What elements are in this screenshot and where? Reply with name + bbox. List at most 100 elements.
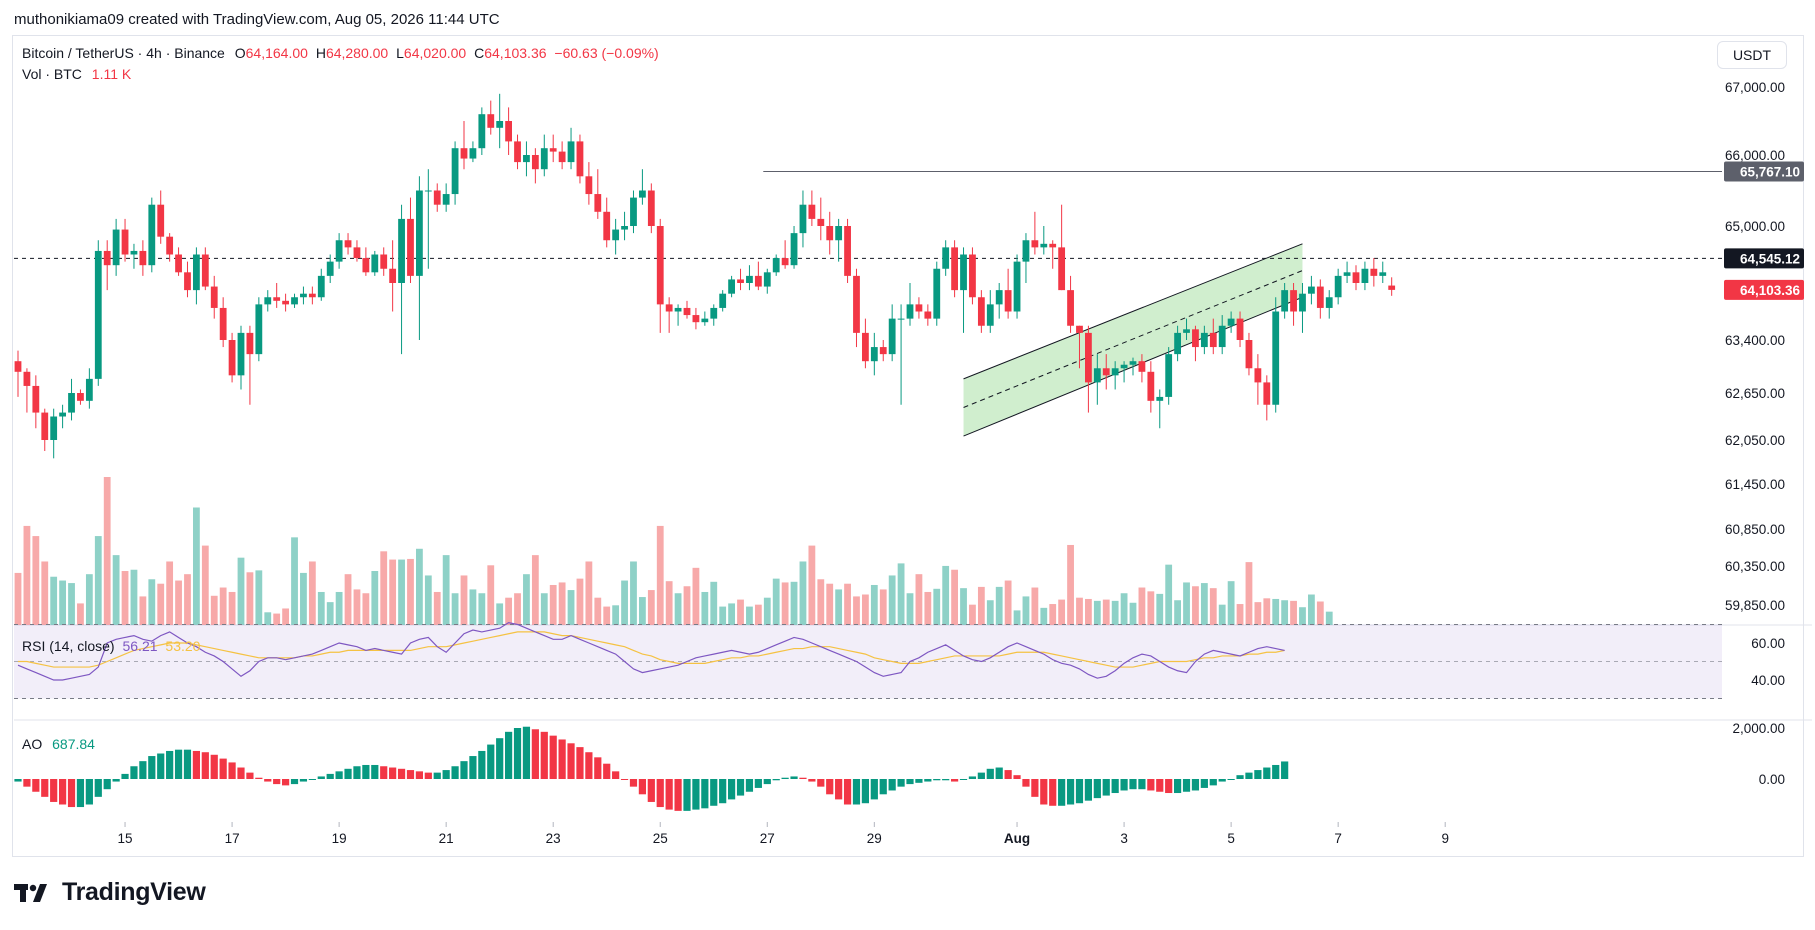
volume-bar (23, 525, 31, 625)
volume-bar (121, 571, 129, 625)
candle-body (68, 393, 75, 413)
price-label-text: 64,103.36 (1740, 283, 1801, 298)
ao-bar (1174, 779, 1182, 794)
ao-bar (1022, 779, 1030, 787)
ao-bar (665, 779, 673, 810)
candle-body (424, 190, 432, 192)
ao-bar (799, 777, 807, 779)
ao-bar (1120, 779, 1128, 791)
candle-body (1156, 396, 1164, 401)
rsi-value: 56.21 (122, 638, 158, 654)
volume-bar (148, 579, 156, 625)
channel-upper-line (963, 243, 1303, 380)
ao-bar (835, 779, 843, 800)
candle-body (130, 250, 138, 255)
volume-bar (585, 561, 593, 625)
candle-body (1334, 275, 1342, 298)
candle-body (433, 190, 441, 205)
ao-bar (451, 766, 459, 779)
ao-bar (1111, 779, 1119, 794)
ao-bar (201, 752, 209, 779)
candle-body (942, 247, 950, 269)
candle-body (1308, 286, 1315, 294)
date-axis-tick: 3 (1120, 831, 1128, 846)
candle-body (469, 148, 477, 159)
volume-bar (335, 591, 343, 625)
ao-bar (478, 750, 486, 779)
ao-bar (906, 779, 914, 785)
candle-body (50, 416, 58, 440)
currency-button[interactable]: USDT (1717, 41, 1787, 69)
candle-body (540, 148, 548, 170)
volume-bar (1308, 594, 1315, 625)
candle-body (1361, 268, 1369, 283)
volume-bar (1093, 600, 1101, 625)
volume-bar (264, 612, 272, 625)
candle-body (1388, 285, 1396, 290)
ao-bar (406, 770, 415, 779)
ao-bar (754, 779, 762, 788)
symbol-title[interactable]: Bitcoin / TetherUS · 4h · Binance (22, 45, 225, 61)
candle-body (906, 304, 914, 319)
change-value: −60.63 (−0.09%) (554, 45, 659, 61)
ao-bar (1031, 779, 1039, 797)
volume-bar (326, 602, 334, 625)
date-axis-tick: 23 (546, 831, 561, 846)
date-axis-tick: 5 (1227, 831, 1235, 846)
volume-bar (1147, 591, 1155, 625)
ao-bar (166, 750, 174, 779)
candle-body (308, 293, 316, 298)
ao-bar (1075, 779, 1084, 804)
ao-bar (505, 731, 513, 779)
tradingview-logo[interactable]: TradingView (14, 878, 206, 907)
volume-value: 1.11 K (91, 66, 132, 82)
ao-bar (781, 777, 789, 779)
ao-label[interactable]: AO (22, 736, 43, 752)
rsi-axis-tick: 60.00 (1751, 636, 1785, 651)
ao-bar (603, 763, 611, 779)
volume-bar (130, 569, 138, 625)
volume-bar (1165, 564, 1173, 625)
candle-body (282, 300, 289, 305)
ao-bar (585, 752, 593, 779)
ao-axis-tick: 0.00 (1759, 772, 1785, 787)
candle-body (478, 114, 486, 149)
volume-bar (496, 603, 504, 625)
candle-body (960, 254, 967, 291)
volume-bar (728, 603, 735, 625)
ao-axis-tick: 2,000.00 (1732, 721, 1785, 736)
date-axis-tick: 15 (118, 831, 133, 846)
ao-bar (594, 757, 602, 779)
candle-body (362, 258, 370, 273)
channel-fill (963, 243, 1303, 437)
volume-bar (308, 561, 316, 625)
ao-bar (130, 766, 138, 779)
candle-body (300, 293, 307, 298)
rsi-label[interactable]: RSI (14, close) (22, 638, 115, 654)
ao-bar (94, 779, 102, 797)
tradingview-logo-text: TradingView (62, 878, 206, 906)
ao-bar (531, 729, 539, 779)
volume-bar (1138, 587, 1146, 625)
ao-bar (246, 772, 254, 779)
volume-bar (969, 604, 976, 625)
volume-bar (1120, 593, 1128, 625)
volume-bar (612, 605, 620, 625)
candle-body (1111, 368, 1119, 376)
price-axis-tick: 66,000.00 (1725, 148, 1785, 163)
price-legend: Bitcoin / TetherUS · 4h · Binance O64,16… (22, 45, 659, 61)
candle-body (862, 332, 869, 362)
candle-body (505, 121, 512, 142)
channel-mid-line (963, 270, 1303, 408)
volume-bar (1004, 580, 1012, 625)
date-axis-tick: 17 (225, 831, 240, 846)
volume-bar (344, 574, 352, 625)
volume-bar (112, 555, 120, 625)
volume-bar (915, 574, 923, 625)
ao-bar (282, 779, 290, 786)
volume-bar (1192, 586, 1199, 625)
ao-bar (808, 779, 816, 782)
volume-bar (1111, 600, 1119, 625)
volume-label[interactable]: Vol · BTC (22, 66, 82, 82)
